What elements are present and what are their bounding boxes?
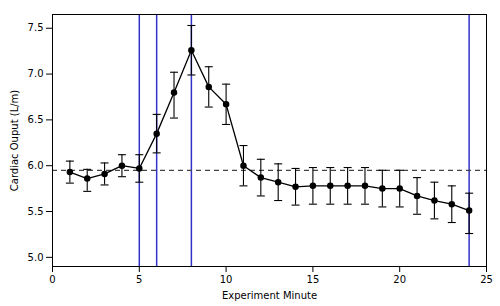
svg-text:10: 10 [220,274,233,285]
svg-text:15: 15 [307,274,320,285]
svg-text:6.0: 6.0 [28,160,44,171]
svg-text:20: 20 [393,274,406,285]
svg-text:0: 0 [49,274,55,285]
svg-text:25: 25 [480,274,493,285]
svg-text:7.5: 7.5 [28,22,44,33]
svg-text:Cardiac Ouput (L/m): Cardiac Ouput (L/m) [9,90,20,192]
svg-text:5.5: 5.5 [28,206,44,217]
svg-text:5: 5 [136,274,142,285]
svg-text:7.0: 7.0 [28,68,44,79]
svg-text:Experiment Minute: Experiment Minute [222,290,317,301]
svg-text:6.5: 6.5 [28,114,44,125]
svg-text:5.0: 5.0 [28,252,44,263]
